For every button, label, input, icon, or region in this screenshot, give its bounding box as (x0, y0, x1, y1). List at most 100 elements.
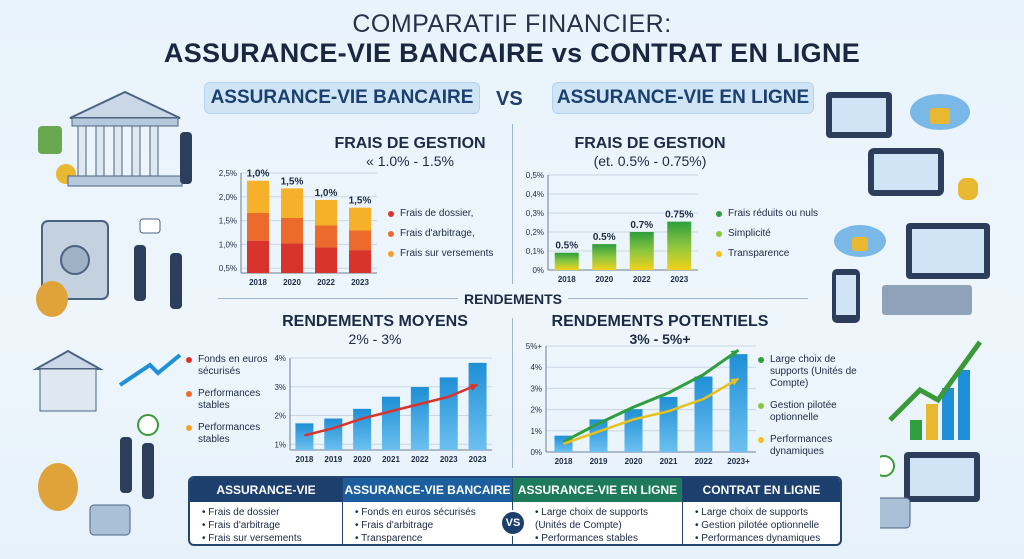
growth-arrow-icon (118, 353, 182, 387)
x-tick-label: 2018 (249, 278, 267, 287)
table-header: ASSURANCE-VIE (190, 478, 342, 502)
bar (382, 396, 400, 450)
legend-item: Frais de dossier, (388, 208, 508, 220)
x-tick-label: 2023+ (727, 457, 750, 466)
bar (589, 419, 608, 452)
data-label: 0.5% (555, 241, 578, 252)
legend-label: Performances stables (198, 422, 261, 445)
bar-segment (315, 247, 337, 273)
x-tick-label: 2021 (660, 457, 678, 466)
x-tick-label: 2018 (296, 455, 314, 464)
legend-item: Performances stables (186, 422, 270, 446)
y-tick-label: 2,0% (219, 193, 237, 202)
left-column-label: ASSURANCE-VIE BANCAIRE (204, 82, 480, 114)
horizontal-divider-right (568, 298, 808, 299)
table-column: CONTRAT EN LIGNE Large choix de supports… (682, 478, 840, 544)
table-item: Frais d'arbitrage (202, 519, 342, 532)
calculator-icon (880, 497, 911, 529)
legend-dot (716, 211, 722, 217)
table-item: Frais sur versements (202, 532, 342, 544)
legend-item: Frais sur versements (388, 248, 508, 260)
vertical-divider-bottom (512, 318, 513, 468)
title-line-2: ASSURANCE-VIE BANCAIRE vs CONTRAT EN LIG… (163, 38, 861, 68)
y-tick-label: 0,5% (526, 171, 544, 180)
lock-icon (852, 237, 868, 251)
legend-dot (186, 357, 192, 363)
x-tick-label: 2022 (317, 278, 335, 287)
person-icon (134, 245, 146, 301)
bar-segment (281, 218, 303, 244)
y-tick-label: 3% (530, 384, 542, 393)
y-tick-label: 1% (274, 440, 286, 449)
legend-dot (758, 403, 764, 409)
table-item: Performances stables (535, 532, 682, 544)
table-item: Fonds en euros sécurisés (355, 506, 512, 519)
trend-line-yellow (563, 377, 740, 446)
legend-item: Fonds en euros sécurisés (186, 354, 270, 378)
y-tick-label: 0,2% (526, 228, 544, 237)
x-tick-label: 2023 (351, 278, 369, 287)
legend-label: Frais d'arbitrage, (400, 228, 475, 239)
y-tick-label: 4% (274, 354, 286, 363)
right-column-label: ASSURANCE-VIE EN LIGNE (552, 82, 814, 114)
trend-line-green-arrowhead (730, 350, 739, 358)
safe-illustration (36, 218, 182, 317)
table-column: ASSURANCE-VIE Frais de dossier Frais d'a… (190, 478, 342, 544)
legend-dot (388, 231, 394, 237)
banker-person-icon (180, 132, 192, 184)
legend-label: Frais réduits ou nuls (728, 208, 819, 219)
bar-icon (910, 420, 922, 440)
bar (295, 423, 314, 450)
table-item: Large choix de supports (Unités de Compt… (535, 506, 682, 532)
table-cell: Frais de dossier Frais d'arbitrage Frais… (190, 502, 342, 544)
bar-segment (315, 199, 337, 226)
bar (667, 221, 692, 270)
speech-bubble-icon (139, 218, 161, 234)
legend-label: Transparence (728, 248, 790, 259)
y-tick-label: 0,3% (526, 209, 544, 218)
bar-segment (349, 230, 371, 251)
bar (629, 232, 654, 270)
bar (659, 396, 678, 452)
data-label: 0.7% (630, 220, 653, 231)
table-cell: Large choix de supports (Unités de Compt… (513, 502, 682, 544)
legend-item: Frais d'arbitrage, (388, 228, 508, 240)
bar (353, 408, 372, 450)
table-item: Transparence (355, 532, 512, 544)
rendements-label: RENDEMENTS (463, 291, 562, 307)
bar (410, 387, 429, 450)
checkmark-icon (137, 414, 159, 436)
table-cell: Large choix de supports Gestion pilotée … (683, 502, 840, 544)
data-label: 1,5% (281, 176, 304, 187)
rend-left-chart: 1% 2% 3% 4% 2018 2019 2020 2021 2022 2023 2023 (274, 354, 492, 464)
legend-dot (716, 231, 722, 237)
person-icon (120, 437, 132, 493)
frais-left-chart: 0,5% 1,0% 1,5% 2,0% 2,5% 2018 1,0% 2020 1,5% 2022… (219, 169, 377, 287)
x-tick-label: 2023 (670, 275, 688, 284)
legend-item: Performances stables (186, 388, 270, 412)
trend-line-green (562, 348, 740, 444)
lock-icon (930, 108, 950, 124)
data-label: 1,0% (247, 169, 270, 180)
bar (468, 362, 487, 450)
y-tick-label: 0% (532, 266, 544, 275)
calculator-icon (89, 504, 131, 536)
y-tick-label: 2% (274, 412, 286, 421)
legend-dot (186, 391, 192, 397)
data-label: 1,0% (315, 188, 338, 199)
bar (694, 376, 713, 452)
table-column: ASSURANCE-VIE EN LIGNE Large choix de su… (512, 478, 682, 544)
y-tick-label: 1% (530, 427, 542, 436)
table-header: ASSURANCE-VIE EN LIGNE (513, 478, 682, 502)
growth-chart-illustration (880, 340, 983, 529)
frais-left-legend: Frais de dossier, Frais d'arbitrage, Fra… (388, 208, 508, 268)
data-label: 1,5% (349, 196, 372, 207)
vertical-divider-top (512, 124, 513, 284)
legend-dot (758, 437, 764, 443)
legend-item: Transparence (716, 248, 836, 260)
x-tick-label: 2022 (411, 455, 429, 464)
legend-item: Frais réduits ou nuls (716, 208, 836, 220)
table-item: Gestion pilotée optionnelle (695, 519, 840, 532)
checkmark-icon (880, 455, 895, 477)
legend-item: Large choix de supports (Unités de Compt… (758, 354, 868, 390)
